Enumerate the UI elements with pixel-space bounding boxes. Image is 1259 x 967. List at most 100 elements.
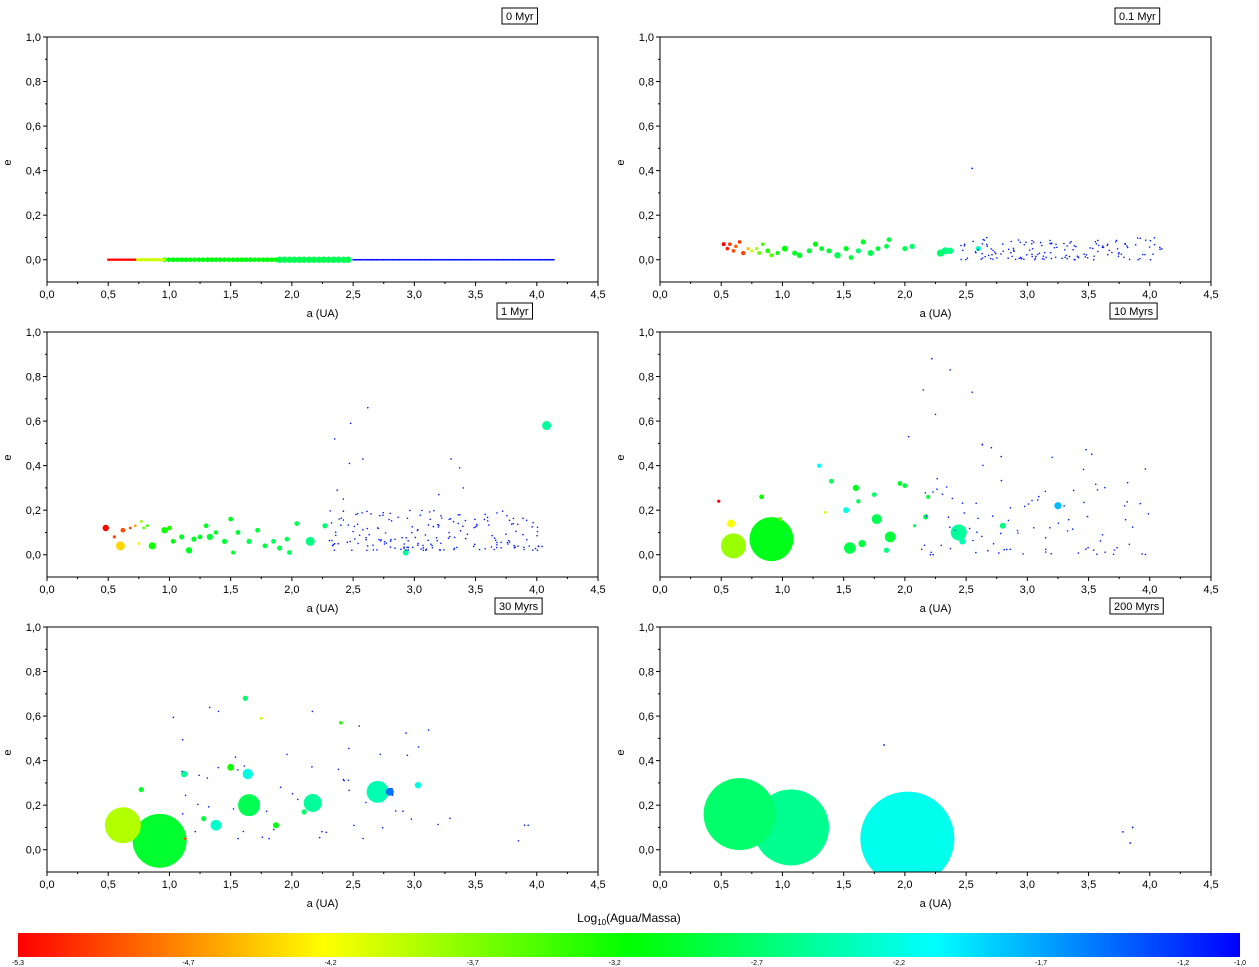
data-point [1055, 243, 1057, 246]
data-point [345, 256, 352, 263]
data-point [383, 543, 386, 545]
y-tick-label: 1,0 [26, 32, 41, 44]
data-point [462, 487, 465, 489]
data-point [1104, 486, 1106, 489]
data-point [365, 538, 367, 541]
data-point [871, 514, 882, 525]
data-point [1139, 237, 1142, 240]
data-point [1086, 256, 1089, 259]
data-point [365, 801, 367, 804]
panel-title-box: 0.1 Myr [1114, 7, 1161, 25]
data-point [998, 552, 1000, 554]
data-point [523, 546, 525, 549]
x-tick-label: 2,5 [345, 879, 360, 891]
data-point [924, 492, 927, 494]
data-point [410, 531, 413, 534]
data-point [291, 792, 294, 795]
x-tick-label: 1,0 [162, 289, 177, 301]
data-point [268, 837, 270, 840]
y-tick-label: 0,8 [639, 372, 654, 384]
y-axis-label: e [2, 749, 14, 755]
data-point [213, 530, 219, 535]
panel-title: 0 Myr [506, 11, 534, 23]
data-point [265, 257, 270, 263]
data-point [484, 513, 486, 516]
data-point [429, 258, 432, 261]
data-point [843, 507, 850, 514]
data-point [155, 258, 159, 262]
data-point [1096, 489, 1099, 491]
data-point [390, 538, 392, 541]
data-point [409, 509, 411, 512]
data-point [333, 549, 336, 552]
data-point [884, 243, 889, 249]
data-point [949, 369, 951, 371]
data-point [1142, 253, 1144, 256]
data-point [703, 778, 776, 851]
data-point [358, 725, 360, 727]
data-point [405, 732, 407, 734]
data-point [977, 248, 979, 251]
data-point [281, 256, 288, 263]
data-point [961, 249, 964, 252]
data-point [737, 240, 742, 244]
data-point [153, 258, 157, 262]
data-point [1083, 253, 1085, 255]
data-point [456, 546, 458, 549]
colorbar-tick-label: -2,2 [893, 960, 905, 967]
data-point [1049, 526, 1051, 529]
data-point [523, 258, 526, 261]
data-point [366, 549, 368, 552]
data-point [209, 257, 215, 263]
data-point [346, 541, 349, 544]
data-point [1028, 249, 1031, 251]
x-tick-label: 4,0 [529, 289, 544, 301]
data-point [242, 830, 245, 833]
data-point [931, 357, 933, 360]
data-point [875, 246, 881, 251]
data-point [1033, 526, 1035, 529]
data-point [382, 514, 384, 516]
data-point [510, 523, 513, 525]
data-point [362, 458, 364, 460]
data-point [517, 258, 520, 261]
plot-frame [659, 36, 1212, 283]
data-point [525, 519, 528, 522]
points-layer [721, 167, 1163, 261]
data-point [462, 525, 464, 528]
data-point [512, 258, 515, 261]
data-point [1061, 257, 1063, 260]
data-point [348, 462, 351, 465]
data-point [513, 546, 516, 549]
data-point [287, 550, 292, 555]
panel-title: 200 Myrs [1114, 601, 1160, 613]
data-point [493, 537, 496, 539]
x-tick-label: 3,0 [1020, 879, 1035, 891]
data-point [172, 716, 175, 719]
data-point [162, 258, 167, 262]
data-point [486, 520, 489, 522]
data-point [765, 248, 771, 254]
data-point [930, 551, 932, 554]
data-point [196, 257, 202, 263]
data-point [261, 836, 264, 839]
data-point [315, 256, 323, 263]
data-point [436, 539, 438, 542]
data-point [391, 787, 393, 790]
data-point [484, 547, 487, 550]
data-point [132, 813, 187, 868]
data-point [1089, 247, 1092, 249]
data-point [331, 539, 333, 542]
data-point [351, 549, 353, 552]
panel-title-box: 200 Myrs [1109, 597, 1164, 615]
data-point [1026, 254, 1028, 256]
data-point [479, 258, 482, 261]
data-point [255, 527, 260, 533]
data-point [440, 258, 443, 261]
data-point [210, 819, 222, 831]
data-point [1134, 243, 1137, 246]
data-point [1153, 243, 1156, 246]
data-point [960, 258, 962, 261]
data-point [343, 779, 345, 782]
x-tick-label: 1,5 [223, 584, 238, 596]
